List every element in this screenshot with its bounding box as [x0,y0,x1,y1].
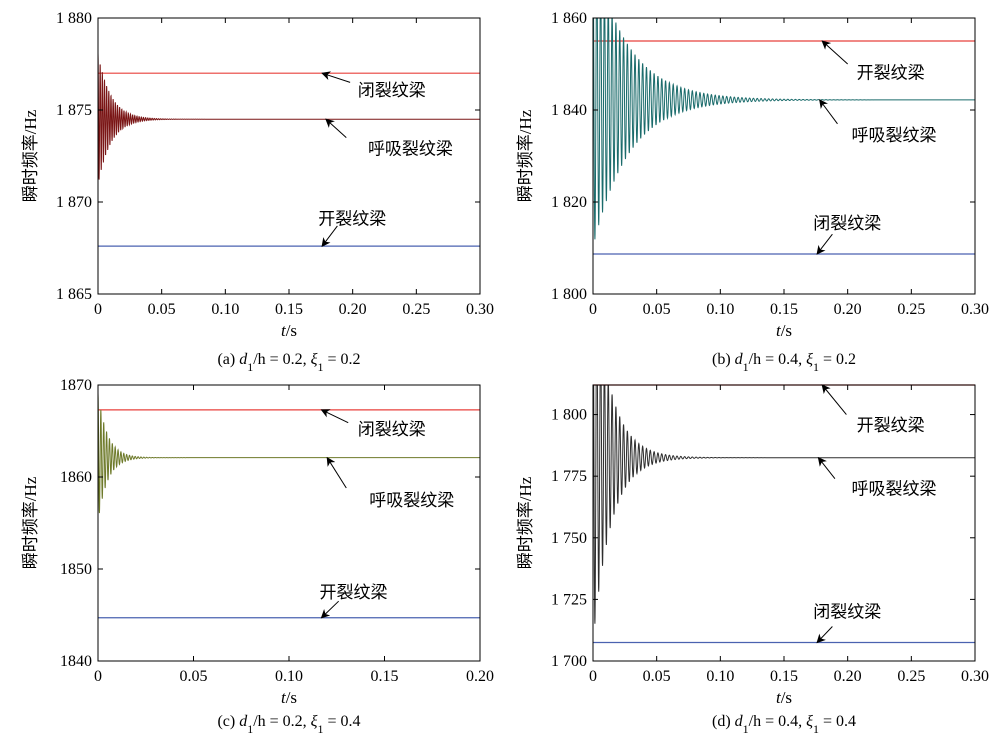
panel-d-annotation-label: 闭裂纹梁 [813,603,881,623]
panel-a-xlabel: t/s [281,321,297,340]
panel-b-xtick-label: 0.25 [897,301,925,318]
panel-d-xtick-label: 0.20 [834,668,862,685]
panel-b-annotation-label: 呼吸裂纹梁 [851,126,936,146]
panel-b-caption: (b) d1/h = 0.4, ξ1 = 0.2 [712,351,856,374]
panel-d-ytick-label: 1 750 [551,530,587,547]
panel-b: 0 0.05 0.10 0.15 0.20 0.25 0.30 1 800 1 820 1 840… [516,10,989,374]
panel-c-annotation-arrow [326,456,347,489]
panel-d-xtick-label: 0.15 [770,668,798,685]
panel-d-xtick-label: 0.25 [897,668,925,685]
panel-d-ytick-label: 1 775 [551,468,587,485]
panel-d-annotation-arrow [817,456,836,479]
panel-b-series-2-line [593,18,975,240]
panel-c-xtick-label: 0.15 [371,668,399,685]
panel-c-ylabel: 瞬时频率/Hz [21,476,40,569]
panel-c-xtick-label: 0.10 [275,668,303,685]
panel-b-annotation-arrow [821,40,849,65]
panel-a-ytick-label: 1 865 [56,286,92,303]
panel-b-frame [592,17,976,295]
panel-d-xtick-label: 0 [589,668,597,685]
panel-a-xtick-label: 0.20 [339,301,367,318]
panel-a-series-2-line [98,52,480,180]
panel-b-annotation-label: 开裂纹梁 [857,64,925,84]
panel-d-ytick-label: 1 725 [551,591,587,608]
panel-a-annotation-arrow [325,118,347,138]
panel-c-ytick-label: 1840 [60,653,92,670]
panel-d: 0 0.05 0.10 0.15 0.20 0.25 0.30 1 700 1 725 1 750… [516,384,989,736]
panel-a-xtick-label: 0.10 [211,301,239,318]
panel-d-annotation-label: 呼吸裂纹梁 [851,480,936,500]
panel-d-annotation-label: 开裂纹梁 [857,416,925,436]
panel-b-annotation-arrow [819,99,838,125]
panel-a-xtick-label: 0.30 [466,301,494,318]
panel-d-ytick-label: 1 800 [551,407,587,424]
panel-a-annotation-arrow [321,71,351,83]
panel-b-xtick-label: 0.30 [961,301,989,318]
panel-d-xlabel: t/s [776,688,792,707]
panel-d-xtick-label: 0.30 [961,668,989,685]
panel-b-annotation-arrow [816,233,833,255]
panel-a-ytick-label: 1 870 [56,194,92,211]
panel-a-annotation-arrow [321,225,338,247]
panel-a-xtick-label: 0.05 [148,301,176,318]
panel-d-caption: (d) d1/h = 0.4, ξ1 = 0.4 [712,713,856,736]
panel-c: 0 0.05 0.10 0.15 0.20 1840 1850 1860 1870 t/s 瞬时频率… [21,377,494,736]
panel-c-xtick-label: 0.20 [466,668,494,685]
panel-d-annotation-arrow [816,626,833,644]
panel-c-annotation-label: 呼吸裂纹梁 [369,491,454,511]
panel-c-annotation-arrow [320,600,340,619]
panel-c-xtick-label: 0 [94,668,102,685]
panel-d-xtick-label: 0.05 [643,668,671,685]
panel-a-annotation-label: 呼吸裂纹梁 [368,140,453,160]
panel-a-caption: (a) d1/h = 0.2, ξ1 = 0.2 [217,351,360,374]
panel-d-xtick-label: 0.10 [706,668,734,685]
panel-a-ytick-label: 1 875 [56,102,92,119]
panel-b-ylabel: 瞬时频率/Hz [516,109,535,202]
panel-d-series-2-line [593,385,975,624]
panel-b-xtick-label: 0.05 [643,301,671,318]
panel-c-caption: (c) d1/h = 0.2, ξ1 = 0.4 [217,713,360,736]
panel-b-xlabel: t/s [776,321,792,340]
panel-a-xtick-label: 0 [94,301,102,318]
panel-c-xtick-label: 0.05 [180,668,208,685]
panel-b-xtick-label: 0.20 [834,301,862,318]
panel-b-ytick-label: 1 840 [551,102,587,119]
panel-a: 0 0.05 0.10 0.15 0.20 0.25 0.30 1 865 1 870 1 875… [21,10,494,374]
panel-b-xtick-label: 0.10 [706,301,734,318]
panel-d-ytick-label: 1 700 [551,653,587,670]
panel-b-xtick-label: 0 [589,301,597,318]
panel-d-ylabel: 瞬时频率/Hz [516,476,535,569]
panel-a-ytick-label: 1 880 [56,10,92,27]
panel-c-ytick-label: 1860 [60,469,92,486]
panel-c-annotation-label: 闭裂纹梁 [358,420,426,440]
panel-c-ytick-label: 1870 [60,377,92,394]
panel-b-ytick-label: 1 860 [551,10,587,27]
panel-c-series-2-line [98,393,480,514]
panel-a-ylabel: 瞬时频率/Hz [21,109,40,202]
panel-b-ytick-label: 1 820 [551,194,587,211]
panel-b-ytick-label: 1 800 [551,286,587,303]
panel-a-xtick-label: 0.15 [275,301,303,318]
panel-c-ytick-label: 1850 [60,561,92,578]
panel-a-xtick-label: 0.25 [402,301,430,318]
panel-b-xtick-label: 0.15 [770,301,798,318]
panel-a-annotation-label: 开裂纹梁 [318,210,386,230]
panel-a-annotation-label: 闭裂纹梁 [358,81,426,101]
panel-b-annotation-label: 闭裂纹梁 [813,214,881,234]
panel-c-annotation-label: 开裂纹梁 [320,583,388,603]
panel-c-annotation-arrow [320,409,349,424]
panel-d-annotation-arrow [821,384,847,415]
panel-c-xlabel: t/s [281,688,297,707]
